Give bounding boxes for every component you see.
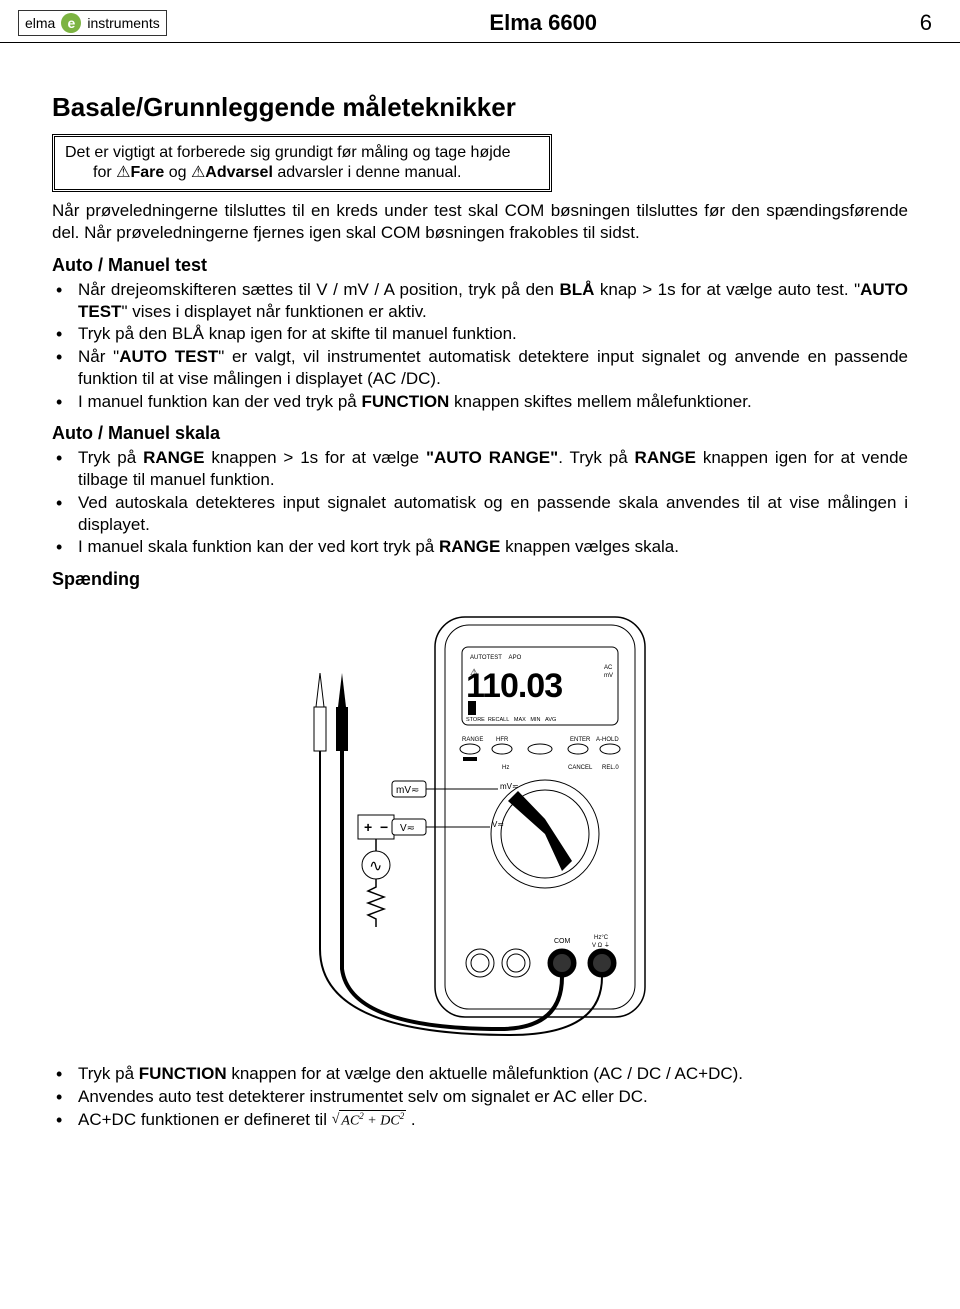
list-item: Tryk på RANGE knappen > 1s for at vælge … bbox=[52, 447, 908, 491]
list-item: Når drejeomskifteren sættes til V / mV /… bbox=[52, 279, 908, 323]
intro-paragraph: Når prøveledningerne tilsluttes til en k… bbox=[52, 200, 908, 244]
formula: √AC2 + DC2 bbox=[332, 1110, 406, 1131]
doc-title: Elma 6600 bbox=[489, 10, 597, 36]
svg-text:Hz: Hz bbox=[502, 765, 509, 771]
page-header: elma e instruments Elma 6600 6 bbox=[0, 0, 960, 43]
list-item: Tryk på FUNCTION knappen for at vælge de… bbox=[52, 1063, 908, 1085]
multimeter-figure: AUTOTEST APO 110.03 AC mV ⚠ STORE RECALL… bbox=[52, 609, 908, 1039]
svg-text:REL.0: REL.0 bbox=[602, 765, 619, 771]
svg-text:A-HOLD: A-HOLD bbox=[596, 737, 619, 743]
list-item: Når "AUTO TEST" er valgt, vil instrument… bbox=[52, 346, 908, 390]
svg-text:ENTER: ENTER bbox=[570, 737, 591, 743]
warning-text: Det er vigtigt at forberede sig grundigt… bbox=[65, 144, 511, 181]
logo-text-2: instruments bbox=[87, 15, 159, 31]
list-item: AC+DC funktionen er defineret til √AC2 +… bbox=[52, 1109, 908, 1131]
resistor-icon bbox=[368, 879, 384, 927]
bullet-list-3: Tryk på FUNCTION knappen for at vælge de… bbox=[52, 1063, 908, 1130]
subheading-auto-manuel-skala: Auto / Manuel skala bbox=[52, 422, 908, 445]
probe-red bbox=[314, 707, 326, 751]
sel-mv: mV≂ bbox=[396, 785, 419, 796]
sel-v: V≂ bbox=[400, 823, 415, 834]
multimeter-svg: AUTOTEST APO 110.03 AC mV ⚠ STORE RECALL… bbox=[270, 609, 690, 1039]
battery-icon bbox=[468, 701, 476, 715]
jack-vohm-label: V Ω ⏚ bbox=[592, 942, 610, 949]
logo-text-1: elma bbox=[25, 15, 55, 31]
probe-black bbox=[336, 707, 348, 751]
jack-hzc-label: Hz°C bbox=[594, 935, 609, 941]
list-item: I manuel skala funktion kan der ved kort… bbox=[52, 536, 908, 558]
list-item: I manuel funktion kan der ved tryk på FU… bbox=[52, 391, 908, 413]
lcd-bottom-labels: STORE RECALL MAX MIN AVG bbox=[466, 717, 556, 723]
list-item: Ved autoskala detekteres input signalet … bbox=[52, 492, 908, 536]
page-content: Basale/Grunnleggende måleteknikker Det e… bbox=[0, 43, 960, 1156]
warning-icon: ⚠ bbox=[470, 667, 478, 677]
lcd-unit-ac: AC bbox=[604, 665, 613, 671]
logo-leaf-icon: e bbox=[61, 13, 81, 33]
dial-mv-label: mV≂ bbox=[500, 782, 519, 791]
subheading-spaending: Spænding bbox=[52, 568, 908, 591]
list-item: Anvendes auto test detekterer instrument… bbox=[52, 1086, 908, 1108]
lcd-top-labels: AUTOTEST APO bbox=[470, 655, 522, 661]
bullet-list-1: Når drejeomskifteren sættes til V / mV /… bbox=[52, 279, 908, 413]
polarity-label: + − bbox=[364, 819, 388, 835]
lcd-value: 110.03 bbox=[466, 667, 562, 705]
section-title: Basale/Grunnleggende måleteknikker bbox=[52, 91, 908, 124]
subheading-auto-manuel-test: Auto / Manuel test bbox=[52, 254, 908, 277]
lcd-unit-mv: mV bbox=[604, 673, 613, 679]
list-item: Tryk på den BLÅ knap igen for at skifte … bbox=[52, 323, 908, 345]
warning-box: Det er vigtigt at forberede sig grundigt… bbox=[52, 134, 552, 192]
bullet-list-2: Tryk på RANGE knappen > 1s for at vælge … bbox=[52, 447, 908, 558]
svg-text:CANCEL: CANCEL bbox=[568, 765, 593, 771]
dial-v-label: V≂ bbox=[492, 820, 504, 829]
jack-com-label: COM bbox=[554, 938, 571, 945]
svg-text:RANGE: RANGE bbox=[462, 737, 483, 743]
ac-sine: ∿ bbox=[369, 858, 382, 875]
brand-logo: elma e instruments bbox=[18, 10, 167, 36]
svg-text:HFR: HFR bbox=[496, 737, 509, 743]
page-number: 6 bbox=[920, 10, 932, 36]
